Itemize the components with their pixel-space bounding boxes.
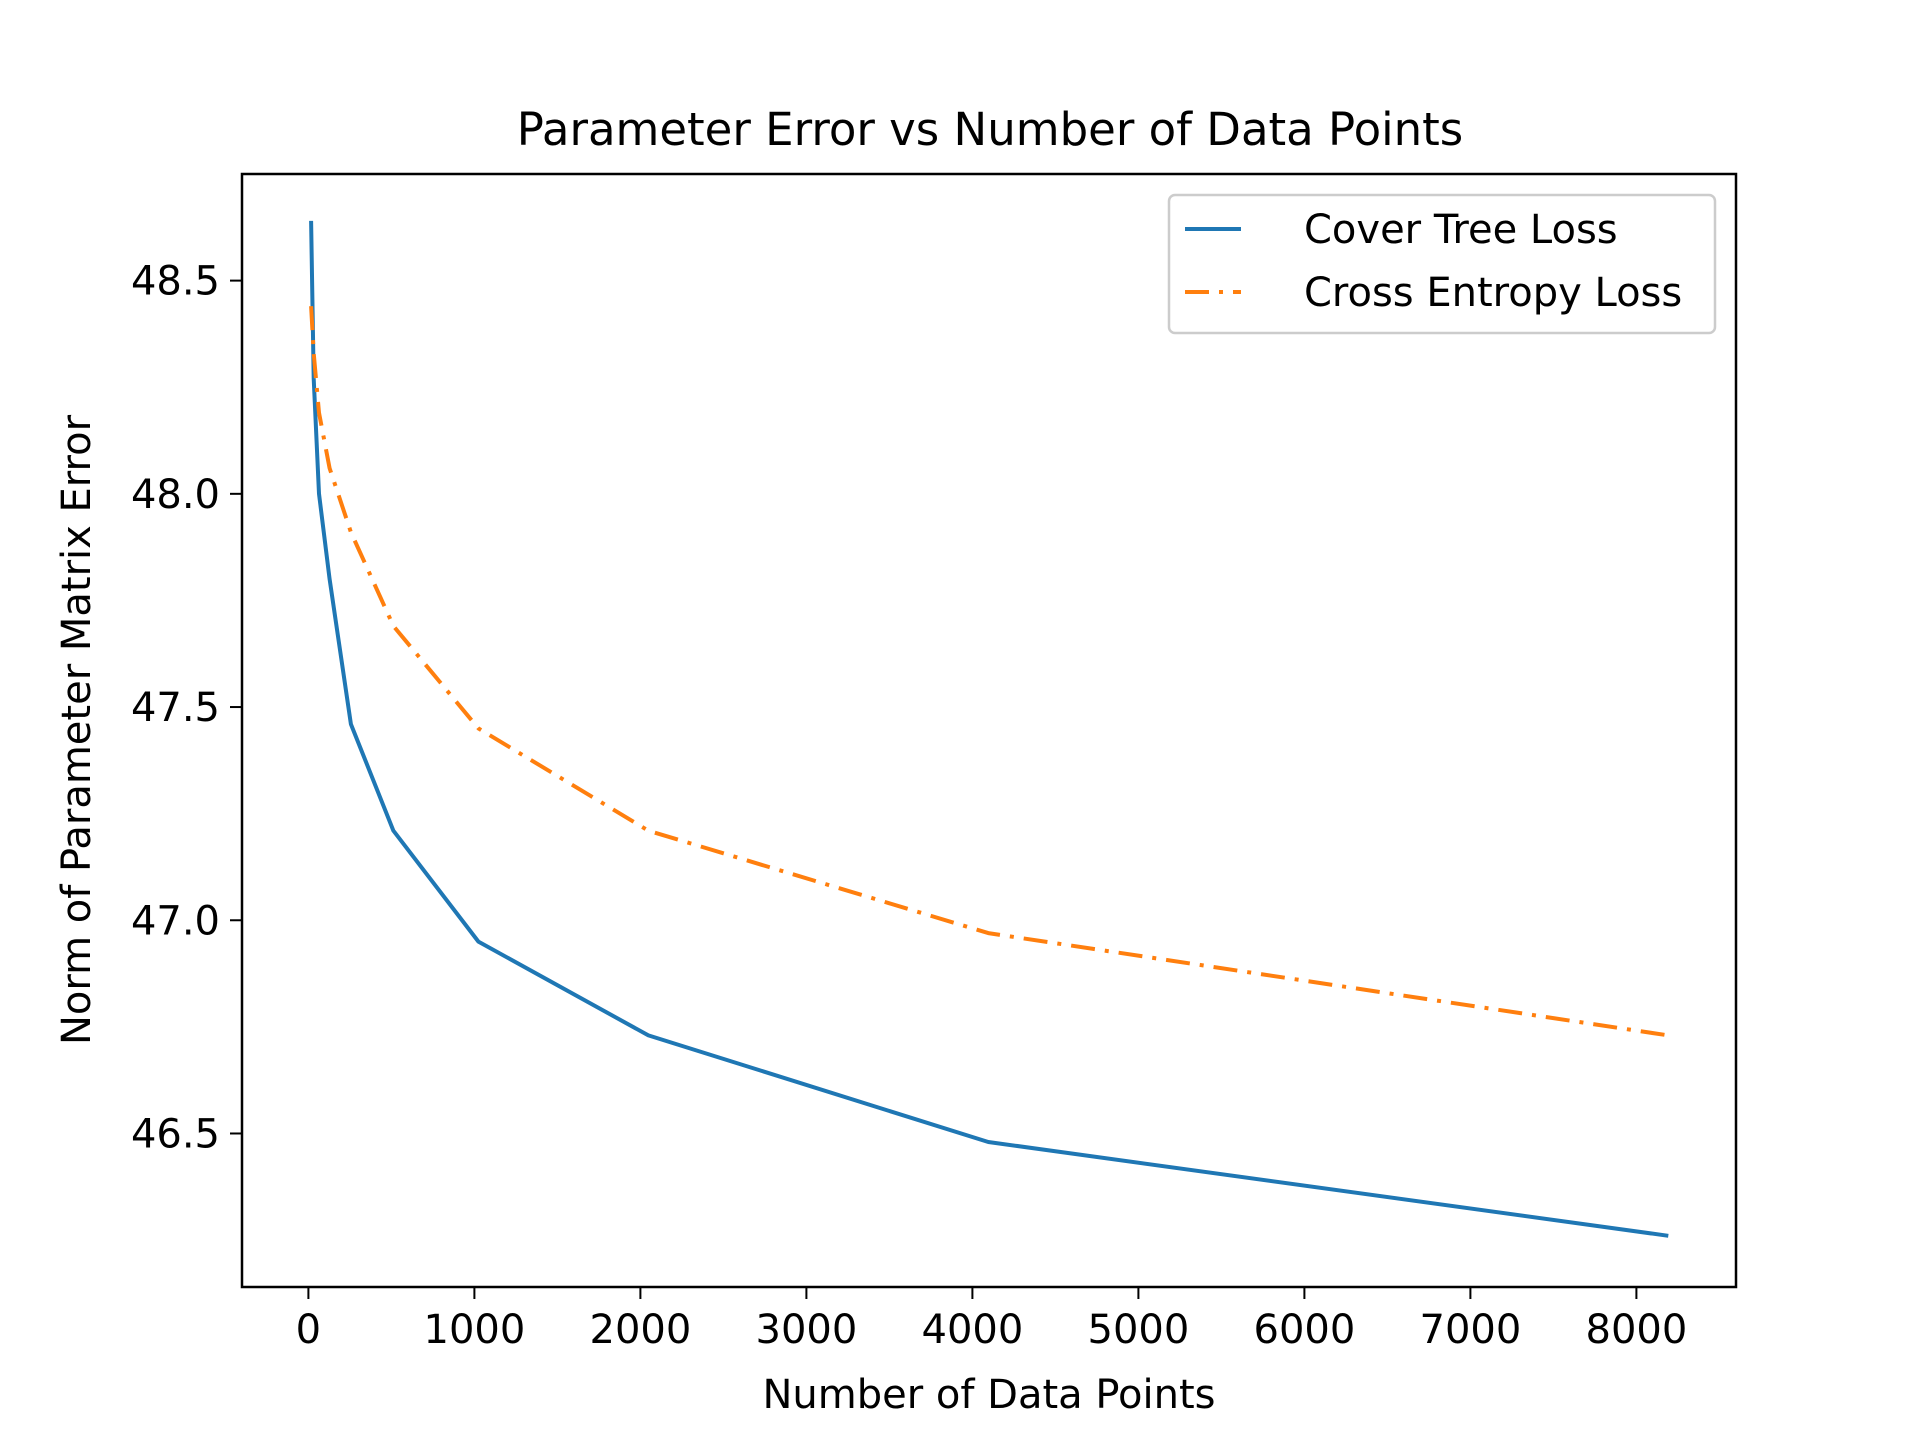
y-axis-label: Norm of Parameter Matrix Error [54, 414, 100, 1045]
series-layer [309, 220, 1669, 1238]
legend-label-cover-tree-loss: Cover Tree Loss [1304, 207, 1618, 253]
x-tick-label: 0 [296, 1307, 321, 1353]
chart-title: Parameter Error vs Number of Data Points [517, 103, 1463, 156]
y-axis: 46.5 47.0 47.5 48.0 48.5 [131, 259, 242, 1157]
x-axis: 0 1000 2000 3000 4000 5000 6000 7000 8000 [296, 1287, 1688, 1353]
x-tick-label: 1000 [424, 1307, 526, 1353]
y-tick-label: 46.5 [131, 1111, 220, 1157]
plot-frame [240, 172, 1738, 1289]
y-tick-label: 48.5 [131, 259, 220, 305]
x-tick-label: 4000 [922, 1307, 1024, 1353]
legend: Cover Tree Loss Cross Entropy Loss [1167, 193, 1717, 335]
x-tick-label: 8000 [1586, 1307, 1688, 1353]
series-line-cover-tree-loss [309, 220, 1669, 1238]
y-tick-label: 47.5 [131, 685, 220, 731]
x-tick-label: 5000 [1088, 1307, 1190, 1353]
x-tick-label: 2000 [590, 1307, 692, 1353]
x-tick-label: 3000 [756, 1307, 858, 1353]
legend-label-cross-entropy-loss: Cross Entropy Loss [1304, 270, 1682, 316]
legend-box [1167, 193, 1717, 335]
y-tick-label: 48.0 [131, 472, 220, 518]
x-tick-label: 7000 [1420, 1307, 1522, 1353]
x-axis-label: Number of Data Points [762, 1372, 1215, 1418]
x-tick-label: 6000 [1254, 1307, 1356, 1353]
y-tick-label: 47.0 [131, 898, 220, 944]
